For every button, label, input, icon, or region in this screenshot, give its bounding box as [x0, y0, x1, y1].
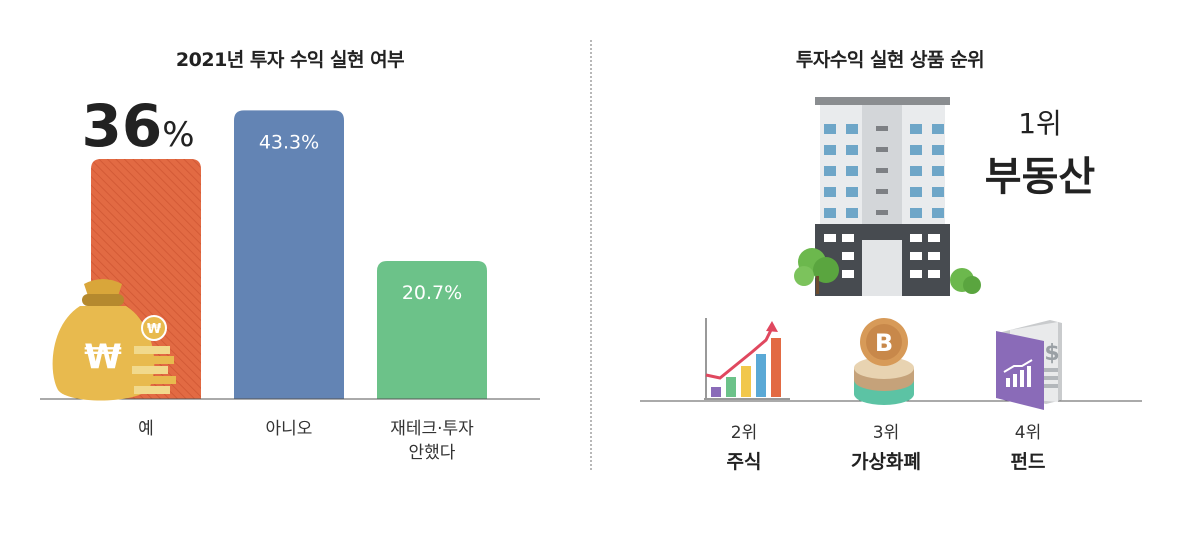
bitcoin-coin-icon: B: [854, 318, 914, 405]
bar-3-value-label: 20.7%: [402, 282, 462, 304]
bush-icon: [950, 268, 981, 294]
rank-1-name: 부동산: [985, 154, 1096, 200]
rank-4-number: 4위: [1015, 423, 1041, 443]
left-chart-title: 2021년 투자 수익 실현 여부: [175, 49, 405, 71]
dollar-symbol: $: [1044, 341, 1059, 366]
stock-chart-icon: [704, 318, 790, 400]
bar-2-value-label: 43.3%: [259, 131, 319, 153]
bar-3: [377, 261, 487, 399]
rank-3-name: 가상화폐: [851, 451, 921, 473]
rank-4-name: 펀드: [1011, 451, 1046, 473]
won-symbol: ₩: [84, 337, 122, 377]
money-bag-icon: ₩ ₩: [52, 279, 176, 401]
bar-1-value-label: 36%: [81, 92, 194, 160]
category-label-3-line-2: 안했다: [409, 443, 456, 463]
building-icon: [815, 97, 950, 296]
bitcoin-symbol: B: [875, 329, 893, 357]
category-label-3-line-1: 재테크·투자: [390, 419, 474, 439]
category-label-1: 예: [138, 419, 154, 439]
rank-2-number: 2위: [731, 423, 757, 443]
category-label-2: 아니오: [266, 419, 313, 439]
fund-book-icon: $: [996, 320, 1062, 410]
rank-1-number: 1위: [1018, 107, 1062, 140]
bar-2: [234, 110, 344, 399]
coin-won-symbol: ₩: [147, 322, 162, 337]
right-panel-title: 투자수익 실현 상품 순위: [795, 49, 985, 71]
rank-2-name: 주식: [727, 451, 762, 473]
tree-icon: [794, 248, 839, 294]
rank-3-number: 3위: [873, 423, 899, 443]
panel-divider: [590, 40, 592, 470]
